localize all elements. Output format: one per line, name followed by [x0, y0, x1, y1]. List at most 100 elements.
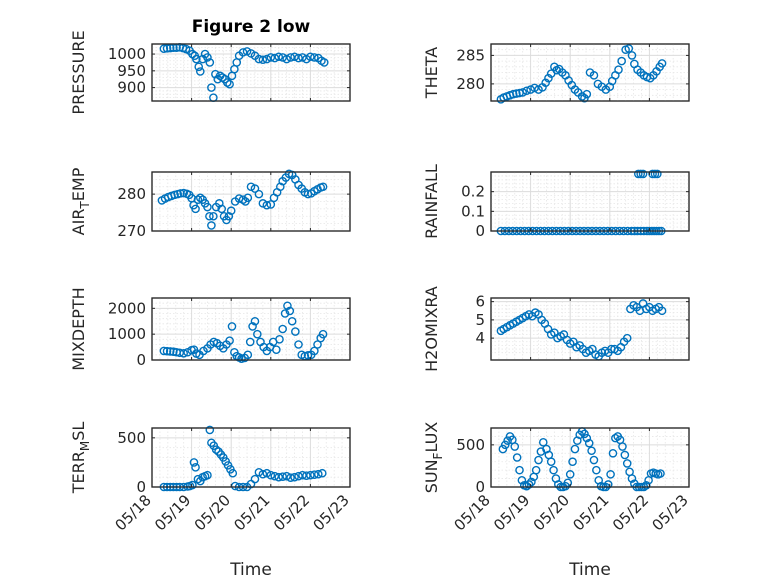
data-point [243, 193, 253, 203]
data-point [577, 92, 587, 101]
chart-title: Figure 2 low [192, 17, 311, 37]
data-point [527, 477, 536, 487]
data-point [245, 337, 255, 347]
data-point [165, 347, 175, 356]
y-tick-label: 1000 [108, 325, 146, 343]
data-point [508, 89, 518, 99]
data-point [298, 470, 307, 480]
data-point [193, 474, 203, 484]
y-axis-label: SUNFLUX [422, 422, 445, 494]
x-tick-label: 05/18 [451, 491, 494, 534]
data-point [638, 169, 648, 179]
data-point [592, 465, 601, 475]
data-point [191, 463, 200, 472]
data-point [209, 211, 218, 221]
subplot-6: 456 H2OMIXRA [422, 286, 690, 372]
y-tick-label: 285 [456, 46, 485, 64]
data-point [580, 429, 589, 439]
data-point [283, 301, 292, 311]
data-point [222, 78, 232, 87]
y-tick-label: 280 [117, 185, 146, 203]
data-point [314, 469, 323, 479]
data-point [191, 204, 200, 214]
data-point [179, 348, 188, 358]
y-axis-label: PRESSURE [69, 30, 88, 114]
y-tick-label: 500 [117, 429, 146, 447]
data-point [162, 346, 172, 356]
data-point [290, 472, 299, 482]
data-point [306, 470, 315, 480]
data-point [306, 52, 315, 62]
data-point [205, 58, 215, 67]
data-point [530, 83, 539, 93]
data-point [603, 480, 613, 489]
data-point [310, 470, 319, 480]
axes-frame [151, 297, 351, 361]
data-point [282, 54, 291, 64]
x-tick-label: 05/20 [191, 491, 234, 534]
data-point [657, 306, 667, 316]
data-point [238, 48, 248, 57]
axes-frame [490, 171, 690, 232]
subplot-5: 0 1000 2000 MIXDEPTH [69, 287, 351, 371]
data-point [517, 475, 527, 485]
x-tick-label: 05/22 [609, 491, 652, 534]
data-point [198, 54, 207, 64]
x-tick-label: 05/22 [270, 491, 313, 534]
data-point [188, 480, 197, 490]
data-point [270, 471, 280, 481]
y-tick-label: 950 [117, 62, 146, 80]
data-point [294, 340, 303, 349]
data-point [225, 79, 234, 89]
data-point [294, 53, 303, 63]
data-point [205, 211, 214, 221]
data-point [266, 470, 276, 480]
data-point [246, 182, 256, 192]
data-point [248, 322, 257, 331]
data-point [584, 438, 594, 448]
data-point [217, 204, 226, 214]
subplot-4: 0 0.10.2 RAINFALL [422, 164, 690, 240]
axes-background [490, 171, 690, 232]
data-point [503, 436, 512, 445]
data-point [189, 458, 199, 467]
data-point [522, 86, 531, 96]
data-point [622, 333, 632, 343]
data-point [192, 54, 201, 64]
data-point [159, 346, 169, 356]
y-axis-label: RAINFALL [422, 164, 441, 239]
data-point [650, 169, 660, 179]
y-axis-label: H2OMIXRA [422, 286, 441, 372]
data-point [275, 335, 284, 344]
data-point [534, 455, 543, 465]
axes-frame [151, 43, 351, 102]
minor-grid [491, 298, 689, 360]
x-tick-label: 05/20 [530, 491, 573, 534]
y-tick-label: 6 [475, 293, 485, 311]
data-point [515, 465, 524, 475]
data-point [278, 472, 287, 481]
x-axis-label: Time [568, 560, 611, 580]
x-tick-label: 05/21 [569, 491, 612, 534]
y-axis-label: MIXDEPTH [69, 287, 88, 370]
data-point [500, 440, 510, 450]
data-point [226, 206, 236, 216]
data-point [318, 329, 328, 339]
x-tick-label: 05/21 [230, 491, 273, 534]
y-tick-label: 500 [456, 436, 485, 454]
data-point [274, 52, 284, 62]
data-series [159, 301, 328, 364]
data-point [262, 200, 272, 210]
data-point [224, 211, 234, 221]
x-tick-label: 05/18 [112, 491, 155, 534]
data-point [524, 480, 534, 489]
subplot-3: 270 280 AIRTEMP [69, 167, 351, 240]
data-series [496, 299, 667, 361]
data-point [175, 348, 185, 358]
data-point [211, 69, 220, 79]
data-point [618, 442, 627, 451]
data-series [496, 44, 667, 104]
data-point [589, 455, 599, 465]
